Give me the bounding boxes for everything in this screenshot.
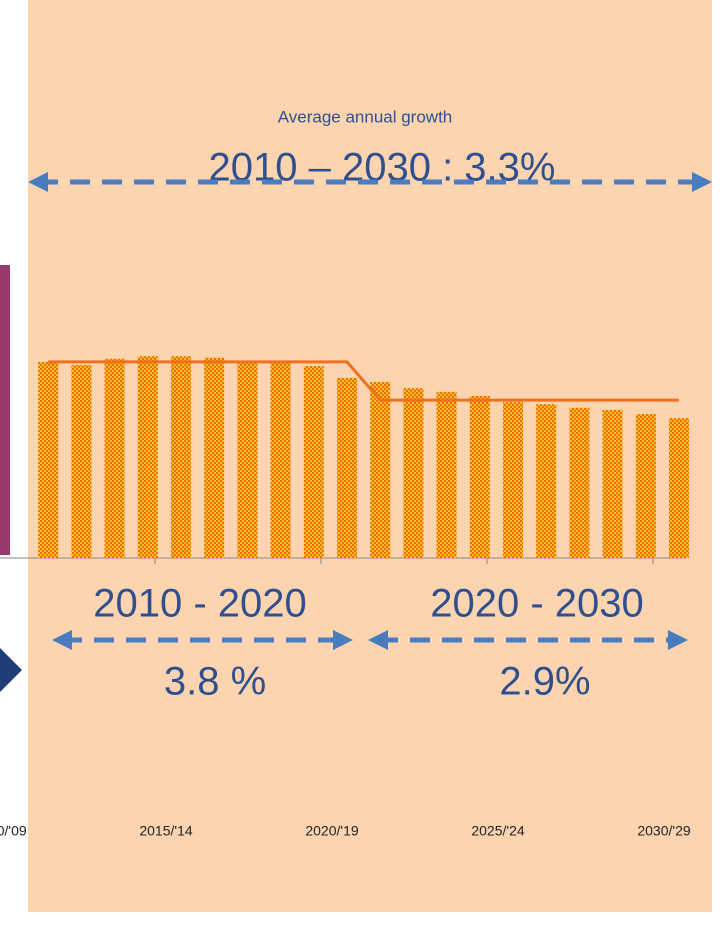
line <box>48 360 679 402</box>
bar <box>436 391 457 558</box>
bar <box>270 361 291 558</box>
bar <box>503 402 523 558</box>
x-tick-label: 2020/'19 <box>305 823 358 839</box>
x-ticks <box>154 558 654 564</box>
bar <box>370 382 391 558</box>
bar <box>38 361 59 558</box>
bar <box>403 388 424 558</box>
bar <box>635 414 656 558</box>
annotation: 2.9% <box>499 660 590 704</box>
annotation: 2010 - 2020 <box>93 582 307 626</box>
bar <box>104 358 125 558</box>
bar <box>137 356 158 558</box>
bar <box>337 377 357 558</box>
annotation: 3.8 % <box>164 660 266 704</box>
bar <box>602 409 623 558</box>
annotation: 2020 - 2030 <box>430 582 644 626</box>
left-strip <box>0 265 10 555</box>
x-tick-label: 2010/'09 <box>0 823 27 839</box>
bar <box>204 357 225 558</box>
x-tick-label: 2025/'24 <box>471 823 524 839</box>
bar <box>171 356 191 558</box>
title: Average annual growth <box>278 107 453 126</box>
bar <box>536 404 557 558</box>
x-tick-label: 2015/'14 <box>139 823 192 839</box>
bar <box>237 361 258 558</box>
bar <box>569 407 590 558</box>
bar <box>669 418 689 558</box>
left-arrow <box>0 648 22 692</box>
x-tick-label: 2030/'29 <box>637 823 690 839</box>
bar <box>71 365 92 558</box>
bar <box>469 395 490 558</box>
bar <box>303 366 324 558</box>
